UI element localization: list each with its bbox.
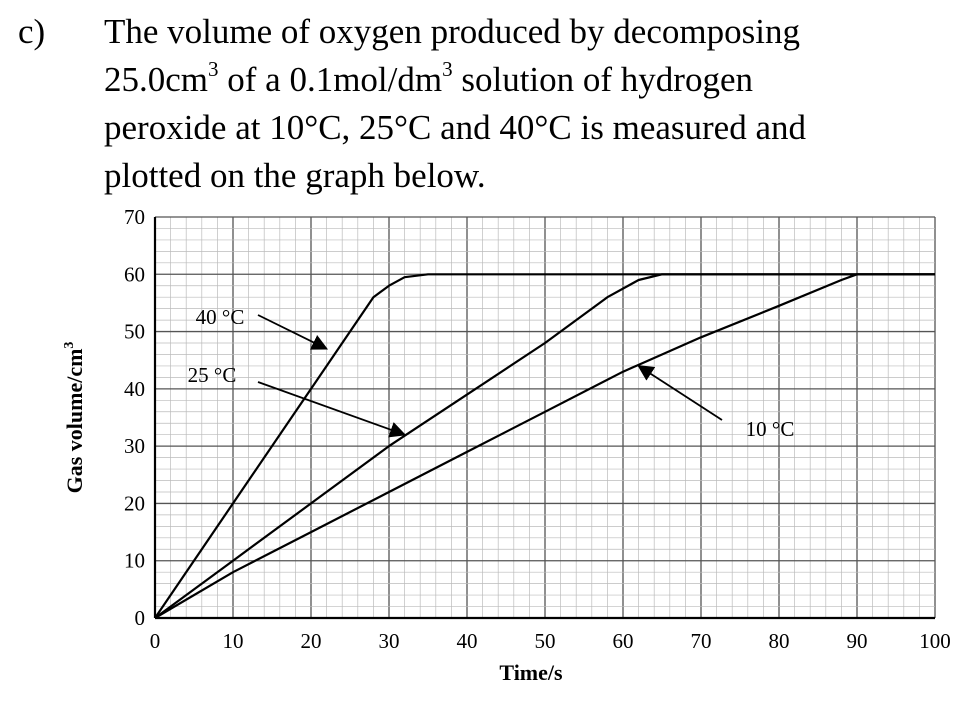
superscript-3: 3	[442, 57, 453, 82]
x-tick-label: 40	[457, 629, 478, 653]
series-line	[154, 273, 935, 619]
x-tick-label: 10	[223, 629, 244, 653]
y-tick-label: 0	[135, 606, 146, 630]
y-tick-label: 40	[124, 377, 145, 401]
series-line	[154, 273, 935, 619]
y-tick-label: 30	[124, 434, 145, 458]
y-axis-title: Gas volume/cm3	[62, 342, 87, 494]
question-label: c)	[18, 12, 46, 51]
annotation-arrow	[637, 365, 723, 421]
x-axis-title: Time/s	[499, 660, 563, 685]
x-tick-label: 60	[613, 629, 634, 653]
y-axis-title-text: Gas volume/cm	[62, 349, 87, 494]
y-tick-label: 20	[124, 491, 145, 515]
x-tick-label: 100	[919, 629, 951, 653]
question-line-3: peroxide at 10°C, 25°C and 40°C is measu…	[104, 108, 806, 147]
question-line-2-part-c: solution of hydrogen	[452, 60, 753, 99]
x-tick-label: 30	[379, 629, 400, 653]
y-tick-label: 70	[124, 205, 145, 229]
annotation-label: 25 °C	[188, 363, 237, 387]
x-tick-label: 90	[847, 629, 868, 653]
annotation-label: 10 °C	[746, 417, 795, 441]
question-text: The volume of oxygen produced by decompo…	[104, 8, 944, 200]
annotation-arrow	[257, 314, 329, 350]
annotation-label: 40 °C	[196, 305, 245, 329]
x-tick-label: 50	[535, 629, 556, 653]
annotation-arrow	[257, 381, 407, 438]
x-tick-label: 70	[691, 629, 712, 653]
y-tick-label: 60	[124, 262, 145, 286]
superscript-3: 3	[208, 57, 219, 82]
x-tick-label: 0	[150, 629, 161, 653]
x-tick-label: 80	[769, 629, 790, 653]
x-tick-label: 20	[301, 629, 322, 653]
question-line-2-part-b: of a 0.1mol/dm	[218, 60, 443, 99]
question-line-4: plotted on the graph below.	[104, 156, 486, 195]
y-tick-label: 10	[124, 549, 145, 573]
grid	[154, 216, 936, 619]
y-axis-title-superscript: 3	[62, 342, 77, 349]
question-line-2: 25.0cm3 of a 0.1mol/dm3 solution of hydr…	[104, 56, 944, 104]
series-line	[154, 273, 935, 619]
y-tick-label: 50	[124, 320, 145, 344]
question-line-2-part-a: 25.0cm	[104, 60, 209, 99]
question-line-1: The volume of oxygen produced by decompo…	[104, 12, 800, 51]
